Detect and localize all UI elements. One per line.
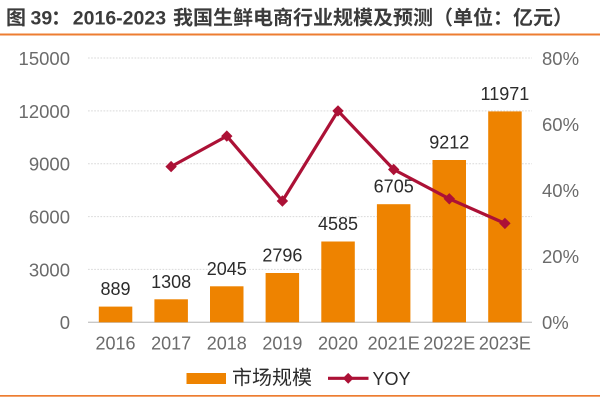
svg-text:39: 39	[31, 8, 53, 30]
svg-text:20%: 20%	[542, 246, 579, 267]
svg-text:2045: 2045	[207, 259, 247, 279]
svg-text:4585: 4585	[318, 214, 358, 234]
svg-text:0: 0	[60, 312, 70, 333]
svg-text:60%: 60%	[542, 114, 579, 135]
svg-text:2016: 2016	[95, 333, 135, 353]
svg-text:YOY: YOY	[373, 369, 411, 389]
svg-text:2019: 2019	[262, 333, 302, 353]
svg-text:40%: 40%	[542, 180, 579, 201]
svg-text:2016-2023: 2016-2023	[73, 8, 166, 30]
svg-text:9000: 9000	[29, 154, 70, 175]
svg-text:6000: 6000	[29, 207, 70, 228]
svg-text:1308: 1308	[151, 272, 191, 292]
svg-text:3000: 3000	[29, 259, 70, 280]
svg-text:2017: 2017	[151, 333, 191, 353]
svg-text:15000: 15000	[19, 48, 70, 69]
svg-text:80%: 80%	[542, 48, 579, 69]
svg-text:6705: 6705	[374, 177, 414, 197]
svg-text:0%: 0%	[542, 312, 569, 333]
svg-text:2021E: 2021E	[368, 333, 420, 353]
svg-text:2020: 2020	[318, 333, 358, 353]
svg-text:9212: 9212	[429, 133, 469, 153]
svg-text:2796: 2796	[262, 246, 302, 266]
svg-text:2022E: 2022E	[423, 333, 475, 353]
svg-text:2018: 2018	[207, 333, 247, 353]
svg-text:2023E: 2023E	[479, 333, 531, 353]
svg-text:889: 889	[100, 279, 130, 299]
svg-text:11971: 11971	[481, 84, 530, 104]
svg-text:12000: 12000	[19, 101, 70, 122]
